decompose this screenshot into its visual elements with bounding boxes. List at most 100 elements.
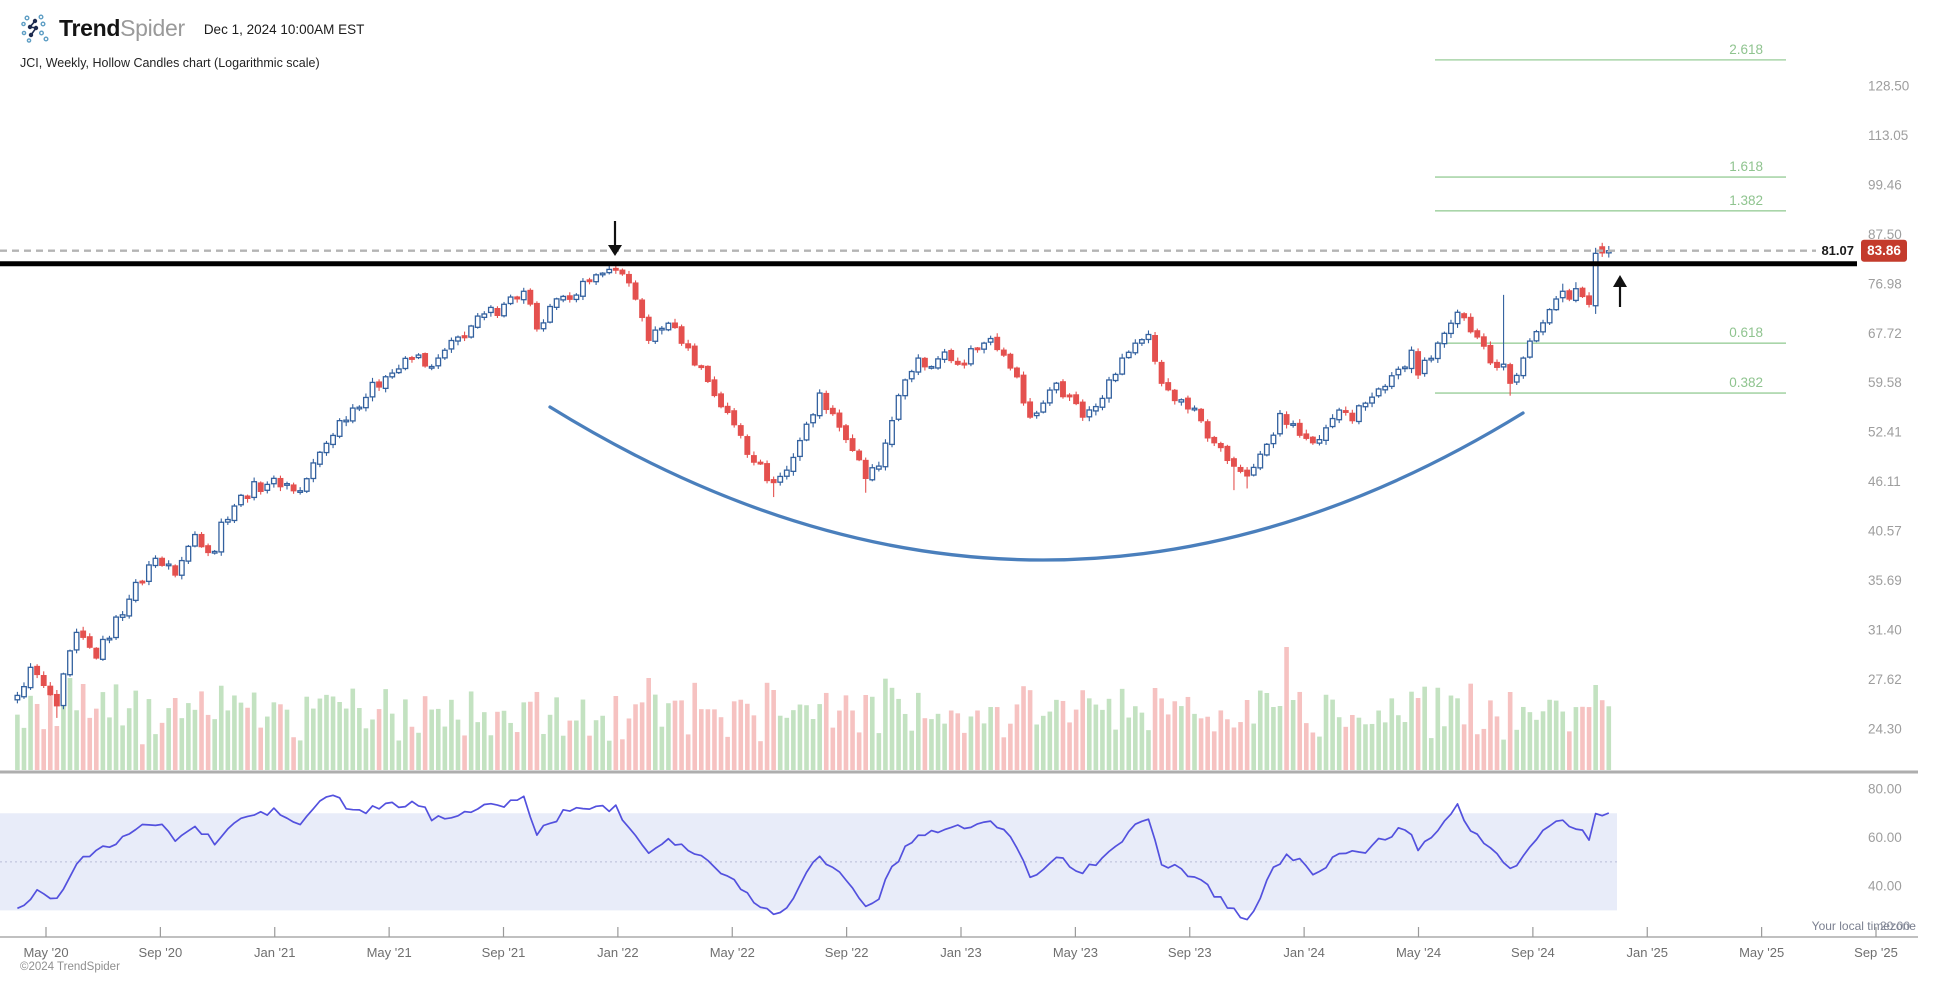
volume-bar <box>587 735 592 770</box>
candle <box>165 560 172 570</box>
price-axis-label: 35.69 <box>1868 573 1902 588</box>
candle <box>1145 330 1152 344</box>
candle <box>1309 436 1316 445</box>
candle <box>1060 379 1066 399</box>
candle <box>507 294 514 306</box>
volume-bar <box>67 678 73 770</box>
rsi-band <box>0 813 1617 911</box>
volume-bar <box>271 702 277 770</box>
candle <box>487 305 494 317</box>
volume-bar <box>896 698 901 770</box>
resistance-price-label: 81.07 <box>1821 243 1854 258</box>
volume-bar <box>1297 691 1303 770</box>
volume-bar <box>1152 688 1158 770</box>
candle <box>704 365 711 384</box>
volume-bar <box>1172 701 1178 770</box>
candle <box>1224 444 1231 464</box>
candle <box>1158 359 1165 387</box>
volume-bar <box>567 720 573 770</box>
rsi-line <box>17 794 1610 921</box>
volume-bar <box>422 696 428 770</box>
candle <box>1323 424 1329 445</box>
candle <box>777 472 784 486</box>
candle <box>1401 365 1408 373</box>
volume-bar <box>863 695 869 770</box>
candle <box>1316 435 1323 446</box>
volume-bar <box>1027 690 1033 770</box>
candle <box>461 331 468 342</box>
candle <box>1559 283 1566 303</box>
volume-bar <box>21 727 27 770</box>
price-axis-label: 87.50 <box>1868 227 1902 242</box>
price-axis-label: 99.46 <box>1868 177 1902 192</box>
volume-bar <box>1317 736 1322 770</box>
candle <box>1086 406 1093 422</box>
candle <box>1507 362 1514 396</box>
candle <box>823 390 830 414</box>
price-axis-label: 40.57 <box>1868 524 1902 539</box>
volume-bar <box>1474 734 1480 770</box>
volume-bar <box>61 678 66 770</box>
volume-bar <box>74 710 79 770</box>
volume-bar <box>218 685 224 770</box>
candle <box>211 549 218 555</box>
candle <box>1290 420 1297 428</box>
volume-bar <box>317 698 323 770</box>
candle <box>1553 296 1560 311</box>
candle <box>257 481 264 495</box>
volume-bar <box>1060 700 1066 770</box>
volume-bar <box>403 699 408 770</box>
candle <box>178 556 185 580</box>
candle <box>770 476 777 498</box>
candle <box>1303 429 1310 441</box>
last-price-badge: 83.86 <box>1861 239 1907 262</box>
candle <box>284 481 290 490</box>
resistance-label-bg <box>1816 241 1856 260</box>
price-axis-label: 59.58 <box>1868 375 1902 390</box>
candle <box>356 405 363 412</box>
volume-bar <box>41 729 47 770</box>
candle <box>99 635 106 661</box>
candle <box>382 375 389 393</box>
volume-bar <box>1192 713 1197 770</box>
volume-bar <box>1231 727 1237 770</box>
volume-bar <box>955 713 961 770</box>
volume-bar <box>284 709 290 770</box>
rsi-pane: 80.00 60.00 40.00 <box>0 782 1902 921</box>
candle <box>238 493 244 508</box>
candle <box>836 409 843 432</box>
candle <box>639 298 646 322</box>
candle <box>560 294 567 303</box>
volume-bar <box>1008 723 1013 770</box>
candle <box>323 440 330 456</box>
candle <box>757 459 764 465</box>
timezone-time-overlap: 20:00 <box>1879 919 1910 933</box>
x-axis-label: Jan '25 <box>1626 945 1668 960</box>
volume-bar <box>1238 722 1243 770</box>
candle <box>1494 359 1500 371</box>
candle <box>1014 366 1020 379</box>
candle <box>448 337 455 353</box>
candle <box>14 691 21 704</box>
volume-bar <box>981 723 987 770</box>
volume-bar <box>817 704 822 770</box>
volume-bar <box>942 723 947 770</box>
volume-bar <box>1376 710 1381 770</box>
volume-bar <box>1560 711 1566 770</box>
candle <box>1513 372 1520 385</box>
volume-bar <box>225 710 231 770</box>
candle <box>744 434 751 458</box>
volume-bar <box>159 722 165 770</box>
volume-bar <box>1034 724 1039 770</box>
volume-bar <box>1448 695 1454 770</box>
candle <box>606 265 613 275</box>
volume-bar <box>1402 722 1408 770</box>
volume-bar <box>153 734 158 770</box>
volume-bar <box>883 678 888 770</box>
candle <box>27 663 34 690</box>
candle <box>1250 463 1257 477</box>
candle <box>1421 357 1428 377</box>
volume-bar <box>1415 698 1421 770</box>
volume-bar <box>199 691 204 770</box>
